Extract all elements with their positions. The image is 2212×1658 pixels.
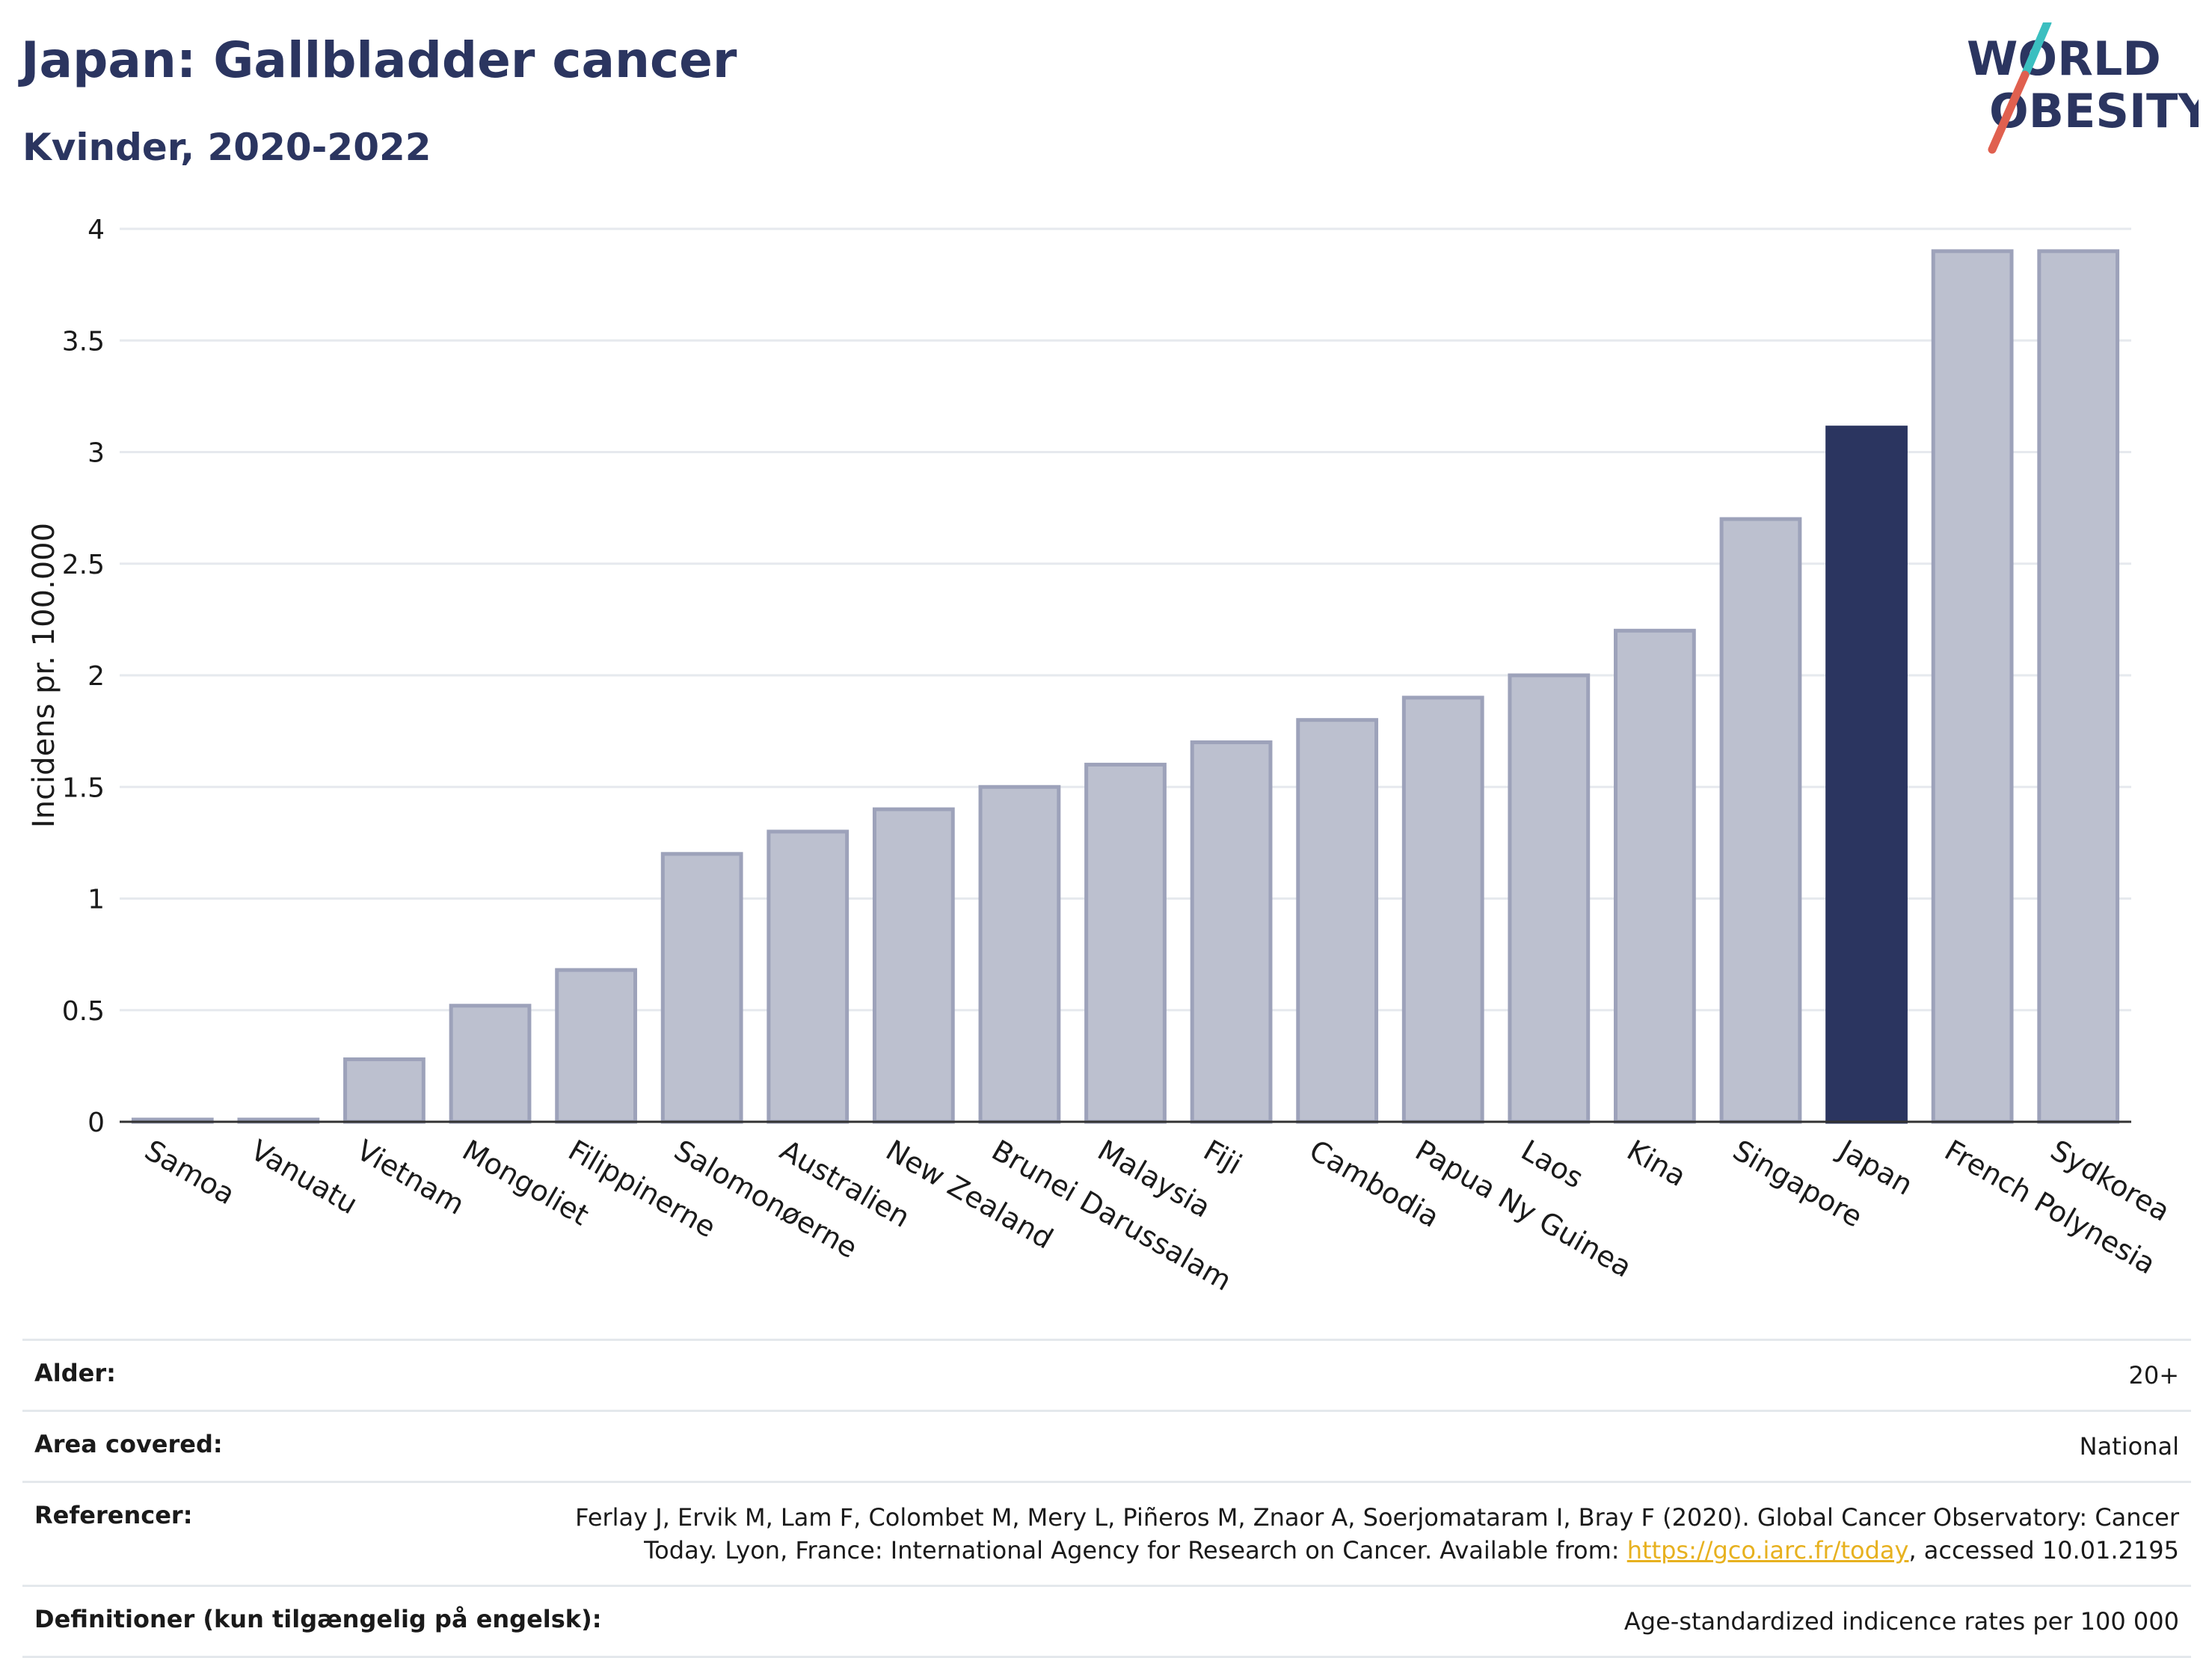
bar-japan <box>1825 426 1908 1124</box>
meta-label: Area covered: <box>34 1430 223 1458</box>
chart-subtitle: Kvinder, 2020-2022 <box>22 126 431 169</box>
logo-text-obesity: OBESITY <box>1989 84 2199 138</box>
y-tick-label: 0.5 <box>62 996 105 1027</box>
bar-salomonøerne <box>660 852 743 1124</box>
bar-filippinerne <box>555 968 637 1124</box>
bar-sydkorea <box>2037 249 2120 1124</box>
bar-singapore <box>1719 517 1802 1124</box>
bar-kina <box>1614 628 1696 1124</box>
x-tick-label: Vanuatu <box>245 1134 363 1221</box>
logo-slash-teal <box>2021 22 2052 79</box>
meta-row-references: Referencer: Ferlay J, Ervik M, Lam F, Co… <box>22 1481 2191 1585</box>
y-tick-label: 4 <box>87 215 105 245</box>
y-tick-label: 2.5 <box>62 550 105 580</box>
y-tick-label: 1.5 <box>62 773 105 803</box>
bar-laos <box>1508 673 1591 1124</box>
bar-brunei-darussalam <box>978 785 1061 1124</box>
bar-vietnam <box>343 1057 425 1124</box>
y-tick-label: 3.5 <box>62 326 105 357</box>
bar-papua-ny-guinea <box>1401 696 1484 1124</box>
logo-slash-red <box>1988 70 2030 154</box>
bar-malaysia <box>1084 762 1167 1124</box>
x-tick-label: Fiji <box>1198 1134 1247 1181</box>
reference-text-end: , accessed 10.01.2195 <box>1908 1536 2179 1565</box>
chart-title: Japan: Gallbladder cancer <box>21 31 737 89</box>
bar-cambodia <box>1296 718 1379 1124</box>
y-tick-label: 3 <box>87 438 105 469</box>
meta-row-area: Area covered: National <box>22 1410 2191 1481</box>
y-axis-label: Incidens pr. 100.000 <box>27 523 61 828</box>
logo-text-world: WORLD <box>1967 31 2161 86</box>
meta-value: National <box>2079 1432 2179 1461</box>
meta-label: Definitioner (kun tilgængelig på engelsk… <box>34 1605 602 1633</box>
meta-value: 20+ <box>2128 1361 2179 1390</box>
x-tick-label: Samoa <box>139 1134 240 1212</box>
meta-label: Alder: <box>34 1359 116 1387</box>
bar-fiji <box>1190 740 1273 1124</box>
meta-label: Referencer: <box>34 1501 193 1529</box>
bar-mongoliet <box>449 1004 532 1124</box>
bar-chart: 0 0.5 1 1.5 2 2.5 3 3.5 4 Incidens pr. 100.000 Sam… <box>27 215 2175 1298</box>
meta-value: Ferlay J, Ervik M, Lam F, Colombet M, Me… <box>571 1501 2179 1567</box>
metadata-table: Alder: 20+ Area covered: National Refere… <box>22 1339 2191 1658</box>
world-obesity-logo: WORLD OBESITY <box>1967 22 2199 154</box>
y-tick-label: 0 <box>87 1108 105 1138</box>
bar-new-zealand <box>872 807 955 1124</box>
reference-text: Ferlay J, Ervik M, Lam F, Colombet M, Me… <box>575 1503 2179 1565</box>
x-tick-label: Salomonøerne <box>669 1134 863 1265</box>
x-tick-label: Laos <box>1516 1134 1589 1195</box>
bar-australien <box>766 829 850 1124</box>
x-tick-label: Vietnam <box>351 1134 470 1221</box>
reference-link[interactable]: https://gco.iarc.fr/today <box>1626 1536 1909 1565</box>
y-tick-label: 2 <box>87 661 105 692</box>
x-tick-label: Kina <box>1621 1134 1692 1194</box>
meta-row-definitions: Definitioner (kun tilgængelig på engelsk… <box>22 1585 2191 1658</box>
y-tick-label: 1 <box>87 885 105 915</box>
meta-row-age: Alder: 20+ <box>22 1339 2191 1410</box>
meta-value: Age-standardized indicence rates per 100… <box>1623 1607 2179 1636</box>
bar-french-polynesia <box>1931 249 2014 1124</box>
